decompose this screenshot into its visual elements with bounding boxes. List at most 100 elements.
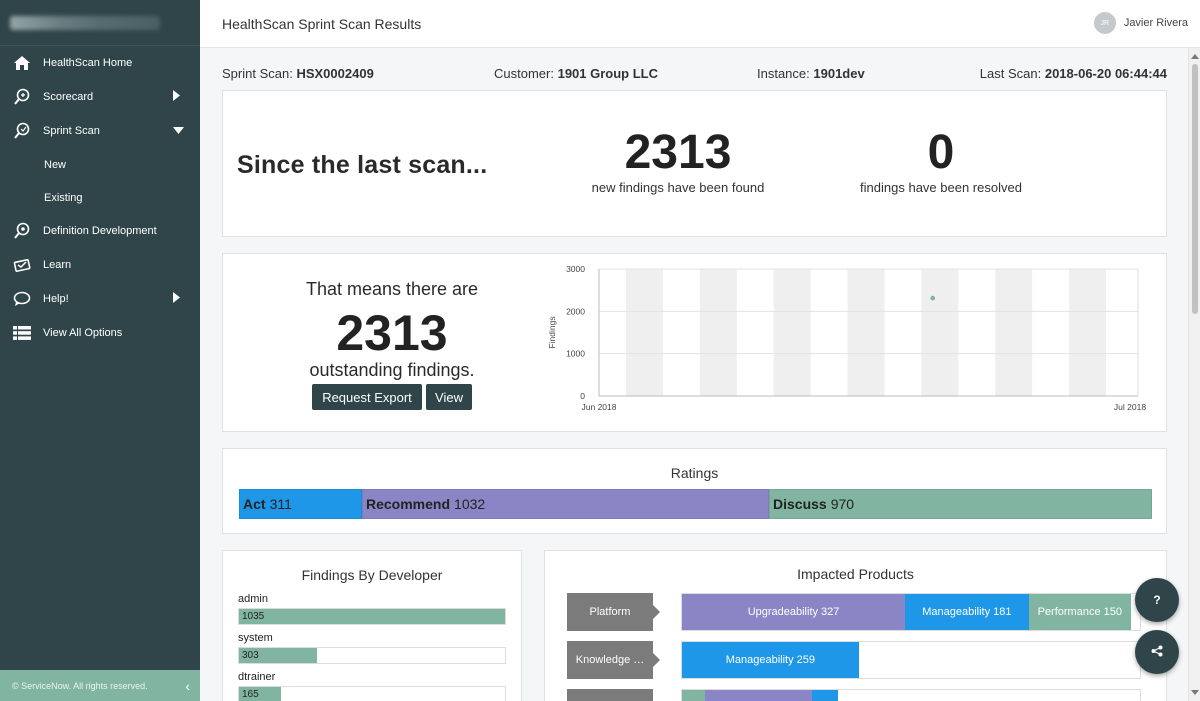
- sidebar-item-label: Scorecard: [43, 91, 94, 103]
- scrollbar-thumb[interactable]: [1192, 64, 1198, 314]
- sidebar-item-label: Sprint Scan: [43, 125, 100, 137]
- sidebar-item-help[interactable]: Help!: [0, 282, 200, 316]
- copyright-text: © ServiceNow. All rights reserved.: [12, 680, 148, 691]
- product-segment[interactable]: Upgradeability 327: [682, 594, 906, 630]
- share-fab-button[interactable]: [1135, 630, 1179, 674]
- x-tick-label: Jul 2018: [1114, 402, 1146, 412]
- request-export-button[interactable]: Request Export: [312, 384, 422, 410]
- product-tag[interactable]: Knowledge …: [567, 641, 660, 679]
- sidebar-subitem-existing[interactable]: Existing: [0, 181, 200, 214]
- chat-bubble-icon: [12, 290, 32, 308]
- product-segment[interactable]: Performance 150: [1028, 594, 1131, 630]
- rating-name: Discuss: [773, 496, 827, 512]
- page-title: HealthScan Sprint Scan Results: [222, 15, 422, 32]
- product-segment[interactable]: Manageability 181: [905, 594, 1029, 630]
- findings-by-developer-title: Findings By Developer: [301, 567, 443, 583]
- scroll-up-icon[interactable]: [1191, 54, 1199, 59]
- y-tick-label: 0: [580, 391, 585, 401]
- resolved-findings-count: 0: [927, 126, 955, 179]
- outstanding-caption: outstanding findings.: [309, 360, 475, 380]
- sidebar-subitem-new[interactable]: New: [0, 148, 200, 181]
- rating-name: Act: [243, 496, 266, 512]
- findings-chart: 0 1000 2000 3000 Jun 2018 Jul 2018 Findings: [547, 264, 1146, 412]
- chart-stripe: [1069, 269, 1107, 396]
- sidebar-item-label: Definition Development: [43, 225, 157, 237]
- outstanding-findings-card: That means there are 2313 outstanding fi…: [222, 253, 1167, 432]
- sprint-scan-icon: [12, 122, 32, 140]
- scorecard-icon: [12, 88, 32, 106]
- ratings-title: Ratings: [670, 465, 719, 481]
- instance-name: 1901dev: [813, 66, 865, 81]
- sidebar-footer: © ServiceNow. All rights reserved. ‹: [0, 670, 200, 701]
- product-bar: [681, 689, 1141, 701]
- customer-info: Customer: 1901 Group LLC: [494, 66, 659, 81]
- sidebar-item-label: View All Options: [43, 327, 123, 339]
- rating-value: 970: [830, 496, 855, 512]
- sidebar-item-definition-development[interactable]: Definition Development: [0, 214, 200, 248]
- developer-name: admin: [238, 593, 268, 605]
- rating-segment-act[interactable]: Act 311: [239, 489, 362, 519]
- outstanding-intro: That means there are: [305, 279, 479, 299]
- user-name: Javier Rivera: [1123, 17, 1188, 29]
- product-tag[interactable]: Platform: [567, 593, 660, 631]
- caret-right-icon: [173, 292, 180, 306]
- x-tick-label: Jun 2018: [582, 402, 617, 412]
- instance-info: Instance: 1901dev: [757, 66, 865, 81]
- developer-bar[interactable]: 165: [238, 686, 506, 701]
- rating-segment-recommend[interactable]: Recommend 1032: [362, 489, 769, 519]
- ratings-card: Ratings Act 311 Recommend 1032 Discuss 970: [222, 448, 1167, 534]
- question-icon: ?: [1153, 593, 1161, 607]
- sidebar-item-scorecard[interactable]: Scorecard: [0, 80, 200, 114]
- customer-name: 1901 Group LLC: [557, 66, 659, 81]
- sidebar-item-sprint-scan[interactable]: Sprint Scan: [0, 114, 200, 148]
- sidebar-item-learn[interactable]: Learn: [0, 248, 200, 282]
- last-scan-time: 2018-06-20 06:44:44: [1044, 66, 1167, 81]
- scroll-down-icon[interactable]: [1191, 690, 1199, 695]
- product-tag[interactable]: [567, 689, 653, 701]
- developer-name: system: [238, 632, 273, 644]
- rating-segment-discuss[interactable]: Discuss 970: [769, 489, 1152, 519]
- product-segment[interactable]: [682, 690, 705, 701]
- definition-icon: [12, 222, 32, 240]
- sidebar-item-healthscan-home[interactable]: HealthScan Home: [0, 46, 200, 80]
- brand-logo[interactable]: [0, 0, 200, 46]
- home-icon: [12, 54, 32, 72]
- sidebar-item-label: Existing: [44, 191, 83, 204]
- developer-bar[interactable]: 303: [238, 647, 506, 664]
- rating-value: 311: [269, 496, 292, 512]
- developer-bar-fill: 165: [239, 687, 282, 701]
- caret-down-icon: [173, 125, 184, 137]
- developer-name: dtrainer: [238, 671, 276, 683]
- share-icon: [1151, 645, 1163, 660]
- product-segment[interactable]: Manageability 259: [682, 642, 859, 678]
- developer-bar-fill: 303: [239, 648, 317, 663]
- product-bar: Upgradeability 327 Manageability 181 Perfo…: [681, 593, 1141, 631]
- since-last-scan-heading: Since the last scan...: [237, 151, 488, 179]
- user-menu[interactable]: JR Javier Rivera: [1093, 12, 1188, 34]
- sidebar-item-label: New: [44, 158, 67, 171]
- impacted-products-card: Impacted Products Platform Upgradeability…: [544, 550, 1167, 701]
- collapse-sidebar-icon[interactable]: ‹: [185, 677, 190, 694]
- avatar: JR: [1093, 12, 1116, 34]
- impacted-products-title: Impacted Products: [797, 566, 914, 582]
- chart-stripe: [626, 269, 663, 396]
- since-last-scan-card: Since the last scan... 2313 new findings…: [222, 90, 1167, 237]
- chart-point: [930, 295, 936, 301]
- chart-stripe: [847, 269, 885, 396]
- sidebar-item-label: Help!: [43, 293, 69, 305]
- product-segment[interactable]: [704, 690, 813, 701]
- help-fab-button[interactable]: ?: [1135, 578, 1179, 622]
- sidebar-item-view-all-options[interactable]: View All Options: [0, 316, 200, 350]
- y-tick-label: 3000: [566, 264, 585, 274]
- sidebar-item-label: HealthScan Home: [43, 57, 133, 69]
- developer-bar[interactable]: 1035: [238, 608, 506, 625]
- outstanding-count: 2313: [336, 305, 448, 361]
- learn-icon: [12, 256, 32, 274]
- page-scrollbar[interactable]: [1188, 48, 1200, 701]
- product-segment[interactable]: [812, 690, 839, 701]
- new-findings-count: 2313: [624, 126, 732, 179]
- rating-value: 1032: [454, 496, 486, 512]
- view-button[interactable]: View: [426, 384, 472, 410]
- chart-stripe: [921, 269, 959, 396]
- sidebar: HealthScan Home Scorecard Sprint Scan Ne…: [0, 0, 200, 701]
